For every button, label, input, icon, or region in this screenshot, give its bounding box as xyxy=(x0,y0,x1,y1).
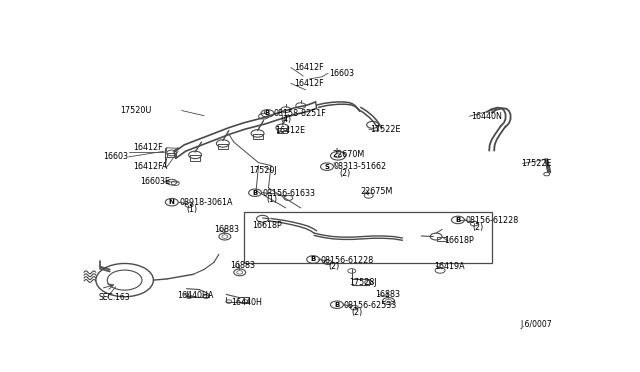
Text: 16440H: 16440H xyxy=(231,298,262,307)
Text: 16618P: 16618P xyxy=(445,236,474,246)
Text: 16419A: 16419A xyxy=(435,262,465,271)
Text: 17522E: 17522E xyxy=(522,159,552,168)
Text: 16603: 16603 xyxy=(103,153,128,161)
Text: S: S xyxy=(324,164,330,170)
Text: B: B xyxy=(310,256,316,263)
Text: SEC.163: SEC.163 xyxy=(99,293,131,302)
Text: 16440N: 16440N xyxy=(471,112,502,121)
Text: 08918-3061A: 08918-3061A xyxy=(179,198,233,207)
Text: (1): (1) xyxy=(187,205,198,214)
Text: 08156-61633: 08156-61633 xyxy=(262,189,316,198)
Text: (2): (2) xyxy=(328,262,339,272)
Text: (2): (2) xyxy=(352,308,363,317)
Text: B: B xyxy=(252,190,258,196)
Text: 17520J: 17520J xyxy=(250,166,277,175)
Bar xyxy=(244,212,492,263)
Bar xyxy=(218,144,228,149)
Text: 08156-61228: 08156-61228 xyxy=(466,216,519,225)
Text: 16883: 16883 xyxy=(214,225,239,234)
Text: 16412F: 16412F xyxy=(294,63,324,72)
Text: (2): (2) xyxy=(339,169,350,178)
Text: 16412F: 16412F xyxy=(294,79,324,88)
Bar xyxy=(437,237,446,241)
Text: (2): (2) xyxy=(473,224,484,232)
Text: 16412FA: 16412FA xyxy=(134,163,168,171)
Text: B: B xyxy=(265,110,270,116)
Bar xyxy=(167,154,176,157)
Text: 16603E: 16603E xyxy=(141,177,170,186)
Text: (1): (1) xyxy=(266,195,278,204)
Text: 16883: 16883 xyxy=(375,290,400,299)
Text: 17522E: 17522E xyxy=(370,125,400,134)
Text: B: B xyxy=(455,217,461,223)
Text: 08158-8251F: 08158-8251F xyxy=(273,109,326,118)
Text: 17520U: 17520U xyxy=(120,106,152,115)
Text: B: B xyxy=(334,302,340,308)
Text: 17528J: 17528J xyxy=(349,279,376,288)
Text: J.6/0007: J.6/0007 xyxy=(520,320,552,329)
Bar xyxy=(277,128,287,134)
Text: 08156-61228: 08156-61228 xyxy=(321,256,374,264)
Text: 22675M: 22675M xyxy=(360,187,392,196)
Text: 08313-51662: 08313-51662 xyxy=(334,163,387,171)
Text: (4): (4) xyxy=(280,115,291,125)
Text: 16883: 16883 xyxy=(230,261,255,270)
Text: 16618P: 16618P xyxy=(253,221,282,230)
Text: N: N xyxy=(169,199,175,205)
Text: 16412F: 16412F xyxy=(134,143,163,152)
Text: 16412E: 16412E xyxy=(275,126,305,135)
Bar xyxy=(190,155,200,161)
Text: 08156-62533: 08156-62533 xyxy=(344,301,397,310)
Text: 16603: 16603 xyxy=(329,69,354,78)
Bar xyxy=(253,134,262,139)
Text: 16440HA: 16440HA xyxy=(177,291,213,300)
Text: 22670M: 22670M xyxy=(332,150,364,160)
